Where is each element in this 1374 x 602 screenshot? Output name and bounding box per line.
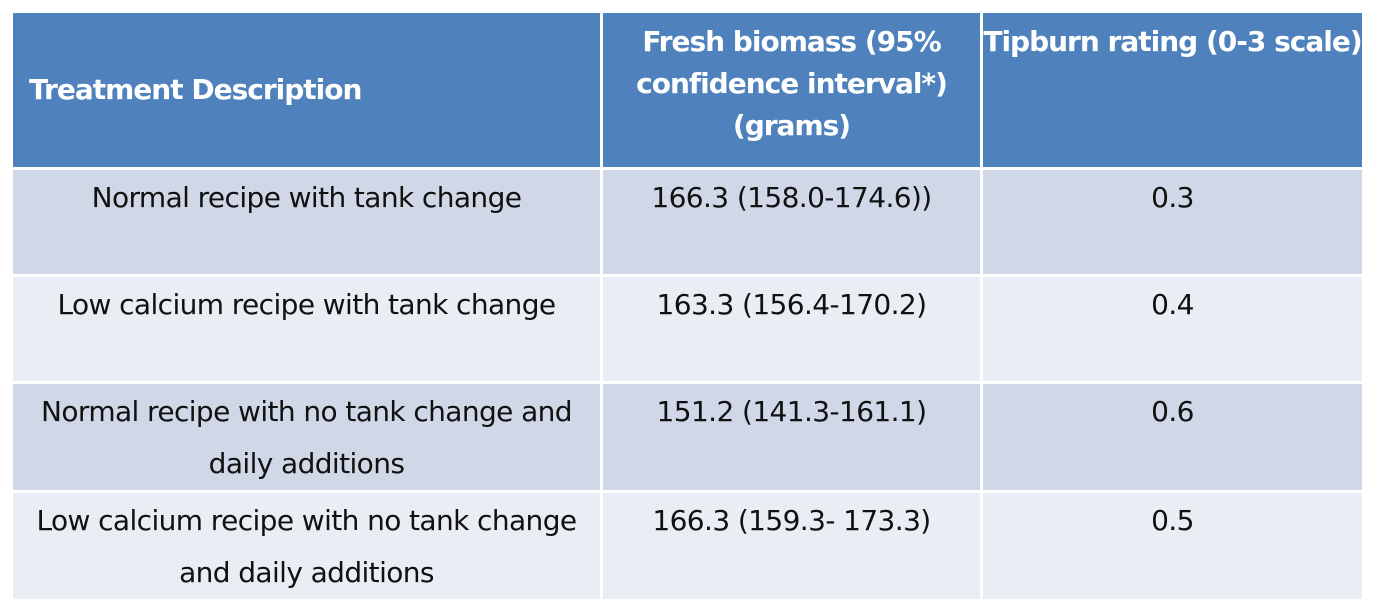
biomass-text: 166.3 (159.3- 173.3) xyxy=(652,504,931,537)
table-row: Low calcium recipe with tank change 163.… xyxy=(10,274,1365,384)
tipburn-cell: 0.4 xyxy=(980,274,1365,384)
biomass-text: 166.3 (158.0-174.6)) xyxy=(651,181,932,214)
treatment-text: Low calcium recipe with no tank change a… xyxy=(36,504,578,589)
treatment-cell: Normal recipe with no tank change and da… xyxy=(10,381,603,493)
header-tipburn-rating: Tipburn rating (0-3 scale) xyxy=(980,10,1365,170)
treatment-cell: Low calcium recipe with tank change xyxy=(10,274,603,384)
treatment-cell: Low calcium recipe with no tank change a… xyxy=(10,490,603,602)
biomass-text: 163.3 (156.4-170.2) xyxy=(656,288,928,321)
tipburn-text: 0.3 xyxy=(1151,181,1194,214)
treatment-text: Low calcium recipe with tank change xyxy=(57,288,556,321)
table-row: Low calcium recipe with no tank change a… xyxy=(10,490,1365,602)
treatment-text: Normal recipe with tank change xyxy=(91,181,522,214)
table-header: Treatment Description Fresh biomass (95%… xyxy=(10,10,1365,170)
table-body: Normal recipe with tank change 166.3 (15… xyxy=(10,167,1365,602)
table-row: Normal recipe with no tank change and da… xyxy=(10,381,1365,493)
tipburn-cell: 0.3 xyxy=(980,167,1365,277)
tipburn-text: 0.6 xyxy=(1151,395,1194,428)
tipburn-text: 0.5 xyxy=(1151,504,1194,537)
tipburn-text: 0.4 xyxy=(1151,288,1194,321)
tipburn-cell: 0.5 xyxy=(980,490,1365,602)
biomass-cell: 163.3 (156.4-170.2) xyxy=(600,274,983,384)
tipburn-cell: 0.6 xyxy=(980,381,1365,493)
treatment-text: Normal recipe with no tank change and da… xyxy=(41,395,573,480)
header-fresh-biomass: Fresh biomass (95% confidence interval*)… xyxy=(600,10,983,170)
biomass-cell: 166.3 (158.0-174.6)) xyxy=(600,167,983,277)
biomass-text: 151.2 (141.3-161.1) xyxy=(656,395,928,428)
treatment-cell: Normal recipe with tank change xyxy=(10,167,603,277)
results-table: Treatment Description Fresh biomass (95%… xyxy=(10,10,1365,602)
results-table-container: Treatment Description Fresh biomass (95%… xyxy=(10,10,1365,602)
biomass-cell: 166.3 (159.3- 173.3) xyxy=(600,490,983,602)
table-row: Normal recipe with tank change 166.3 (15… xyxy=(10,167,1365,277)
biomass-cell: 151.2 (141.3-161.1) xyxy=(600,381,983,493)
header-treatment-description: Treatment Description xyxy=(10,10,603,170)
header-row: Treatment Description Fresh biomass (95%… xyxy=(10,10,1365,170)
